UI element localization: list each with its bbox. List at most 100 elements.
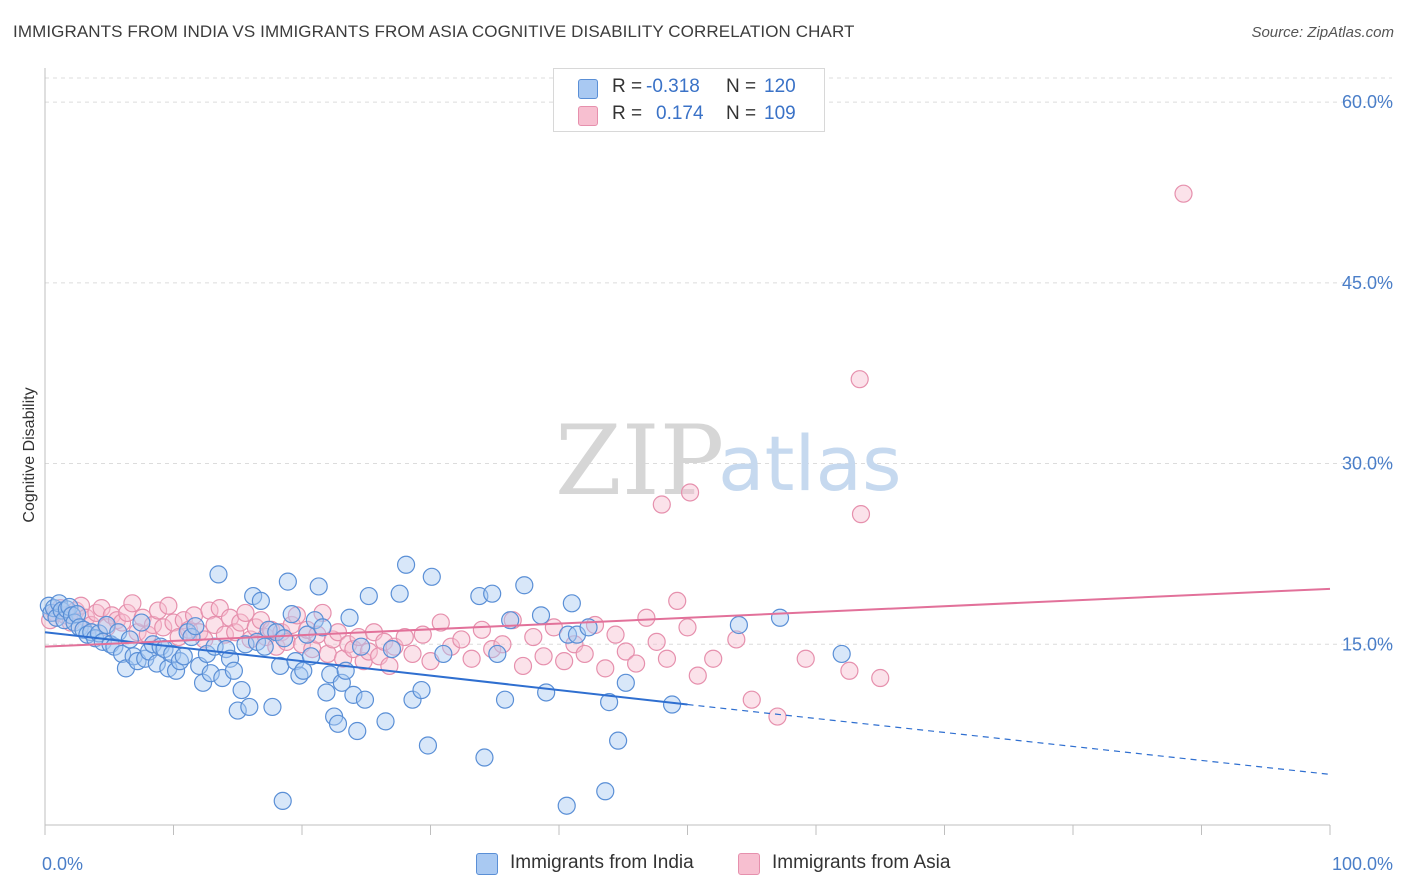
- india-point: [301, 647, 321, 666]
- india-point: [186, 617, 205, 636]
- india-point: [488, 644, 507, 664]
- asia-point: [850, 370, 869, 389]
- india-point: [263, 697, 282, 717]
- asia-point: [534, 647, 553, 666]
- india-point: [274, 629, 294, 648]
- asia-r-value: 0.174: [656, 103, 704, 124]
- india-point: [382, 639, 402, 659]
- y-tick-label: 15.0%: [1342, 634, 1393, 654]
- x-tick-label: 100.0%: [1332, 854, 1393, 874]
- asia-point: [575, 644, 594, 664]
- india-point: [418, 736, 438, 755]
- india-point: [236, 635, 255, 654]
- india-point: [515, 576, 534, 595]
- y-tick-label: 45.0%: [1342, 273, 1393, 293]
- asia-point: [87, 603, 106, 623]
- india-point: [240, 697, 259, 717]
- india-r-label: R =: [612, 76, 643, 97]
- asia-point: [1174, 184, 1193, 203]
- watermark: ZIP atlas: [555, 405, 902, 517]
- asia-point: [704, 649, 723, 668]
- india-point: [376, 712, 395, 731]
- asia-point: [226, 623, 245, 642]
- grid-lines: [45, 77, 1392, 645]
- y-tick-label: 60.0%: [1342, 92, 1393, 112]
- india-point: [317, 683, 336, 702]
- asia-point: [395, 627, 414, 647]
- watermark-zip: ZIP: [555, 405, 724, 517]
- india-r-value: -0.318: [646, 76, 700, 97]
- india-point: [348, 721, 367, 741]
- india-point: [562, 594, 581, 613]
- asia-point: [236, 603, 255, 623]
- india-point: [147, 654, 166, 673]
- trend-lines: [44, 587, 1331, 775]
- india-point: [475, 748, 494, 767]
- x-tick-label: 0.0%: [42, 854, 83, 874]
- asia-point: [652, 495, 671, 514]
- asia-point: [148, 601, 168, 620]
- asia-point: [796, 649, 815, 668]
- india-point: [596, 782, 615, 801]
- india-point: [213, 668, 232, 688]
- asia-point: [513, 656, 533, 676]
- india-point: [662, 695, 682, 714]
- india-point: [729, 615, 749, 635]
- india-point: [832, 644, 851, 664]
- asia-point: [742, 690, 761, 709]
- asia-point: [102, 606, 121, 625]
- asia-point: [112, 613, 132, 632]
- india-point: [68, 605, 87, 624]
- legend-asia-swatch: [738, 853, 760, 875]
- series-india-points: [39, 555, 851, 815]
- india-point: [600, 693, 619, 712]
- india-point: [163, 644, 182, 664]
- asia-point: [616, 642, 635, 661]
- india-point: [112, 644, 132, 664]
- asia-point: [431, 613, 450, 632]
- asia-point: [626, 654, 646, 673]
- source-label: Source: ZipAtlas.com: [1251, 24, 1394, 41]
- india-point: [557, 796, 576, 815]
- asia-point: [174, 611, 193, 630]
- tick-labels: 15.0% 30.0% 45.0% 60.0% 0.0% 100.0%: [42, 92, 1393, 874]
- india-point: [328, 714, 348, 733]
- asia-point: [871, 668, 890, 688]
- india-point: [616, 673, 635, 692]
- india-point: [251, 591, 270, 611]
- asia-point: [403, 644, 422, 664]
- india-point: [396, 555, 416, 574]
- asia-point: [375, 632, 394, 651]
- y-axis-label: Cognitive Disability: [21, 387, 38, 522]
- y-tick-label: 30.0%: [1342, 454, 1393, 474]
- india-point: [359, 586, 378, 606]
- india-point: [770, 608, 790, 627]
- asia-point: [657, 649, 677, 668]
- india-point: [255, 637, 274, 656]
- india-point: [201, 664, 220, 683]
- asia-point: [851, 505, 871, 524]
- india-point: [340, 608, 359, 627]
- india-point: [422, 567, 441, 586]
- asia-r-label: R =: [612, 103, 643, 124]
- chart-title: IMMIGRANTS FROM INDIA VS IMMIGRANTS FROM…: [13, 22, 855, 41]
- asia-point: [92, 599, 111, 618]
- india-trend-line: [44, 631, 688, 706]
- asia-point: [727, 630, 746, 649]
- india-point: [305, 611, 324, 630]
- india-trend-extension: [687, 703, 1331, 775]
- asia-point: [840, 661, 859, 680]
- asia-point: [472, 620, 491, 639]
- asia-n-label: N =: [726, 103, 757, 124]
- india-point: [309, 577, 328, 596]
- india-point: [224, 661, 243, 680]
- asia-point: [668, 591, 687, 611]
- asia-point: [524, 627, 543, 647]
- india-point: [232, 680, 251, 700]
- india-point: [313, 618, 332, 637]
- india-point: [209, 565, 228, 584]
- legend-india-label: Immigrants from India: [510, 852, 694, 873]
- india-point: [166, 661, 186, 680]
- india-point: [228, 701, 247, 720]
- india-point: [501, 611, 520, 630]
